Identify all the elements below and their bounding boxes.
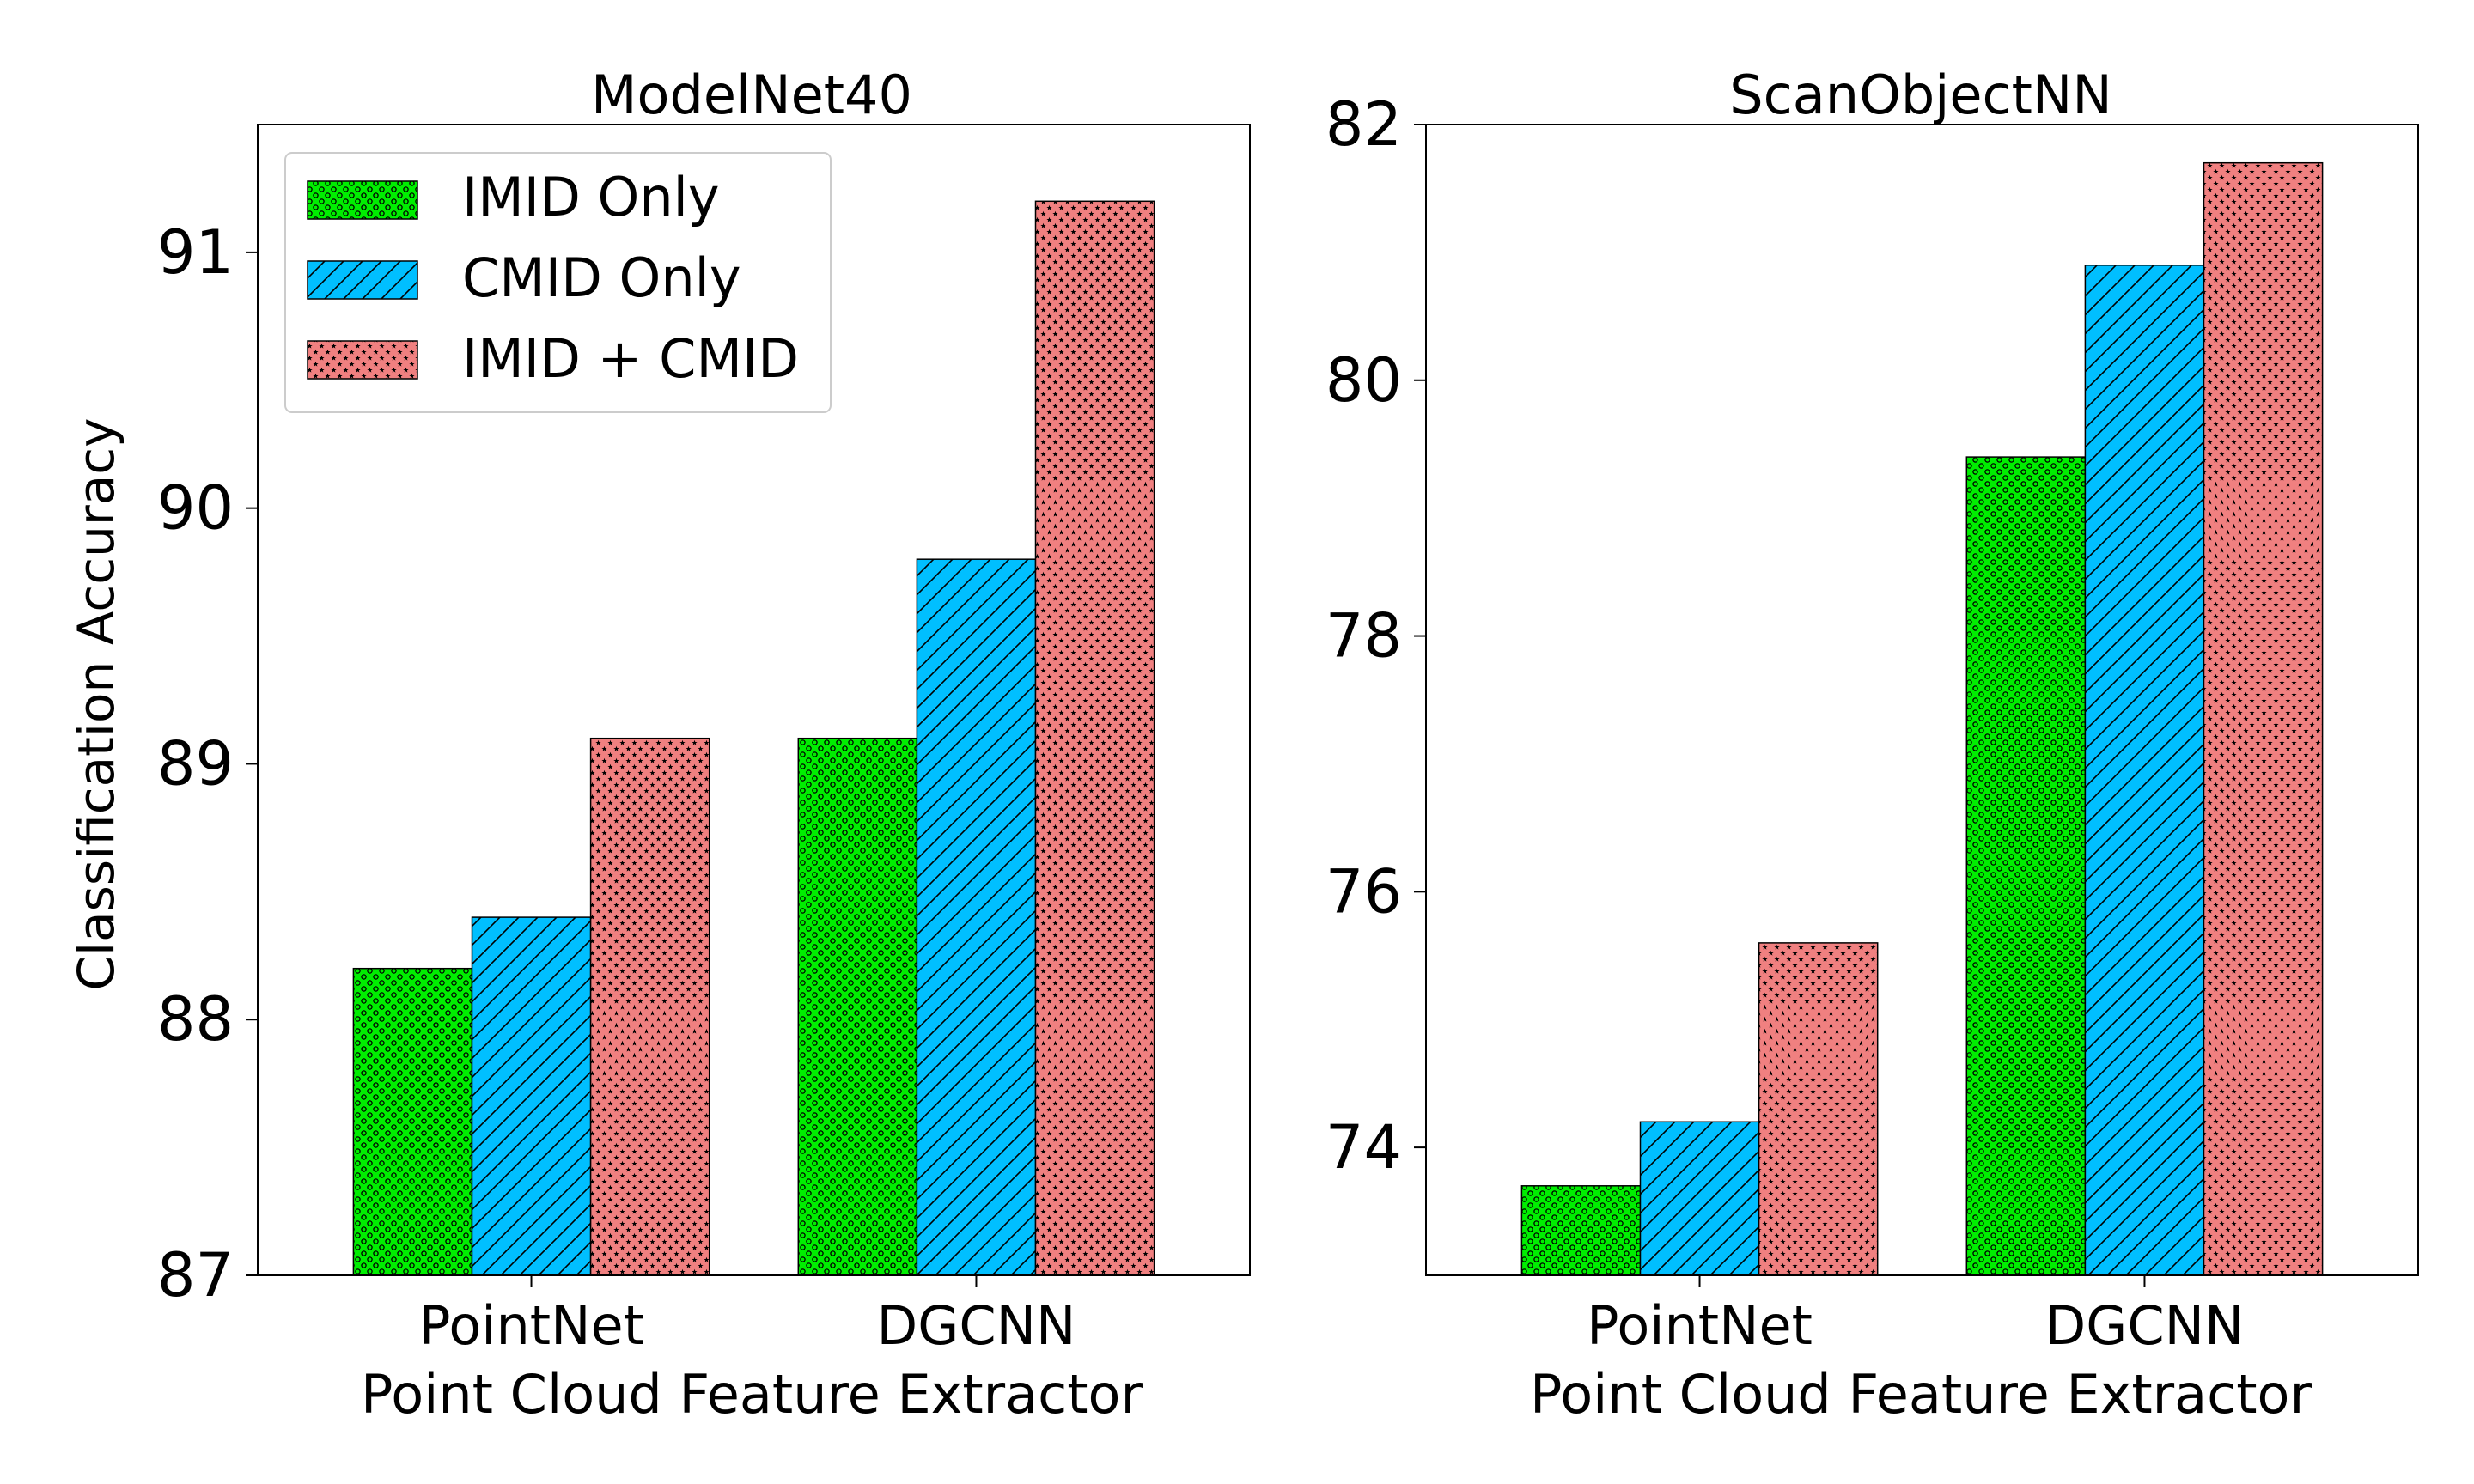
bar-imid-only-dgcnn bbox=[797, 737, 918, 1276]
plot-frame bbox=[257, 124, 1251, 1276]
bar-imid-cmid-pointnet bbox=[589, 737, 710, 1276]
x-tick-label-pointnet: PointNet bbox=[418, 1294, 644, 1357]
x-tick-label-dgcnn: DGCNN bbox=[877, 1294, 1076, 1357]
chart-scanobjectnn: ScanObjectNN 74 76 78 80 82 PointNet DGCNN Po… bbox=[1325, 64, 2419, 1426]
y-tick-label: 90 bbox=[157, 473, 234, 544]
bar-imid-cmid-dgcnn bbox=[2203, 161, 2324, 1276]
y-tick-label: 89 bbox=[157, 728, 234, 799]
bar-imid-only-pointnet bbox=[352, 967, 473, 1276]
bar-cmid-only-pointnet bbox=[471, 916, 592, 1276]
bar-cmid-only-dgcnn bbox=[916, 558, 1037, 1276]
legend-swatch-cmid-only bbox=[307, 260, 418, 300]
bar-cmid-only-dgcnn bbox=[2084, 265, 2205, 1276]
plot-frame bbox=[1425, 124, 2419, 1276]
chart-title: ModelNet40 bbox=[591, 64, 912, 126]
legend-box bbox=[284, 152, 832, 413]
legend-item-cmid-only: CMID Only bbox=[307, 246, 741, 309]
bar-imid-cmid-dgcnn bbox=[1034, 200, 1155, 1276]
bar-imid-only-pointnet bbox=[1520, 1185, 1642, 1276]
y-tick-label: 91 bbox=[157, 217, 234, 288]
legend-label-cmid-only: CMID Only bbox=[462, 246, 741, 309]
x-tick-label-dgcnn: DGCNN bbox=[2045, 1294, 2245, 1357]
y-tick-label: 76 bbox=[1325, 856, 1402, 927]
chart-modelnet40: ModelNet40 Classification Accuracy 87888… bbox=[67, 64, 1251, 1426]
bars bbox=[1520, 161, 2324, 1276]
bar-imid-only-dgcnn bbox=[1965, 456, 2087, 1276]
x-axis-ticks: PointNet DGCNN bbox=[1587, 1275, 2244, 1357]
x-axis-label: Point Cloud Feature Extractor bbox=[1530, 1363, 2312, 1426]
x-axis-label: Point Cloud Feature Extractor bbox=[361, 1363, 1143, 1426]
legend-label-imid-cmid: IMID + CMID bbox=[462, 327, 799, 390]
bar-imid-cmid-pointnet bbox=[1758, 942, 1879, 1276]
x-tick-label-pointnet: PointNet bbox=[1587, 1294, 1813, 1357]
legend-swatch-imid-cmid bbox=[307, 340, 418, 380]
legend-swatch-imid-only bbox=[307, 180, 418, 220]
y-tick-label: 88 bbox=[157, 984, 234, 1055]
legend: IMID Only CMID Only IMID + CMID bbox=[284, 152, 832, 413]
legend-item-imid-only: IMID Only bbox=[307, 166, 720, 228]
y-tick-label: 82 bbox=[1325, 89, 1402, 160]
y-tick-label: 87 bbox=[157, 1240, 234, 1311]
chart-title: ScanObjectNN bbox=[1729, 64, 2111, 126]
y-tick-label: 78 bbox=[1325, 601, 1402, 672]
y-axis-ticks: 74 76 78 80 82 bbox=[1325, 89, 1426, 1183]
y-tick-label: 74 bbox=[1325, 1112, 1402, 1183]
y-axis-ticks: 87 88 89 90 91 bbox=[157, 217, 258, 1311]
y-axis-label: Classification Accuracy bbox=[67, 418, 125, 991]
legend-label-imid-only: IMID Only bbox=[462, 166, 720, 228]
x-axis-ticks: PointNet DGCNN bbox=[418, 1275, 1076, 1357]
bars bbox=[352, 200, 1155, 1276]
y-tick-label: 80 bbox=[1325, 345, 1402, 416]
bar-cmid-only-pointnet bbox=[1639, 1121, 1760, 1276]
legend-item-imid-cmid: IMID + CMID bbox=[307, 327, 799, 390]
